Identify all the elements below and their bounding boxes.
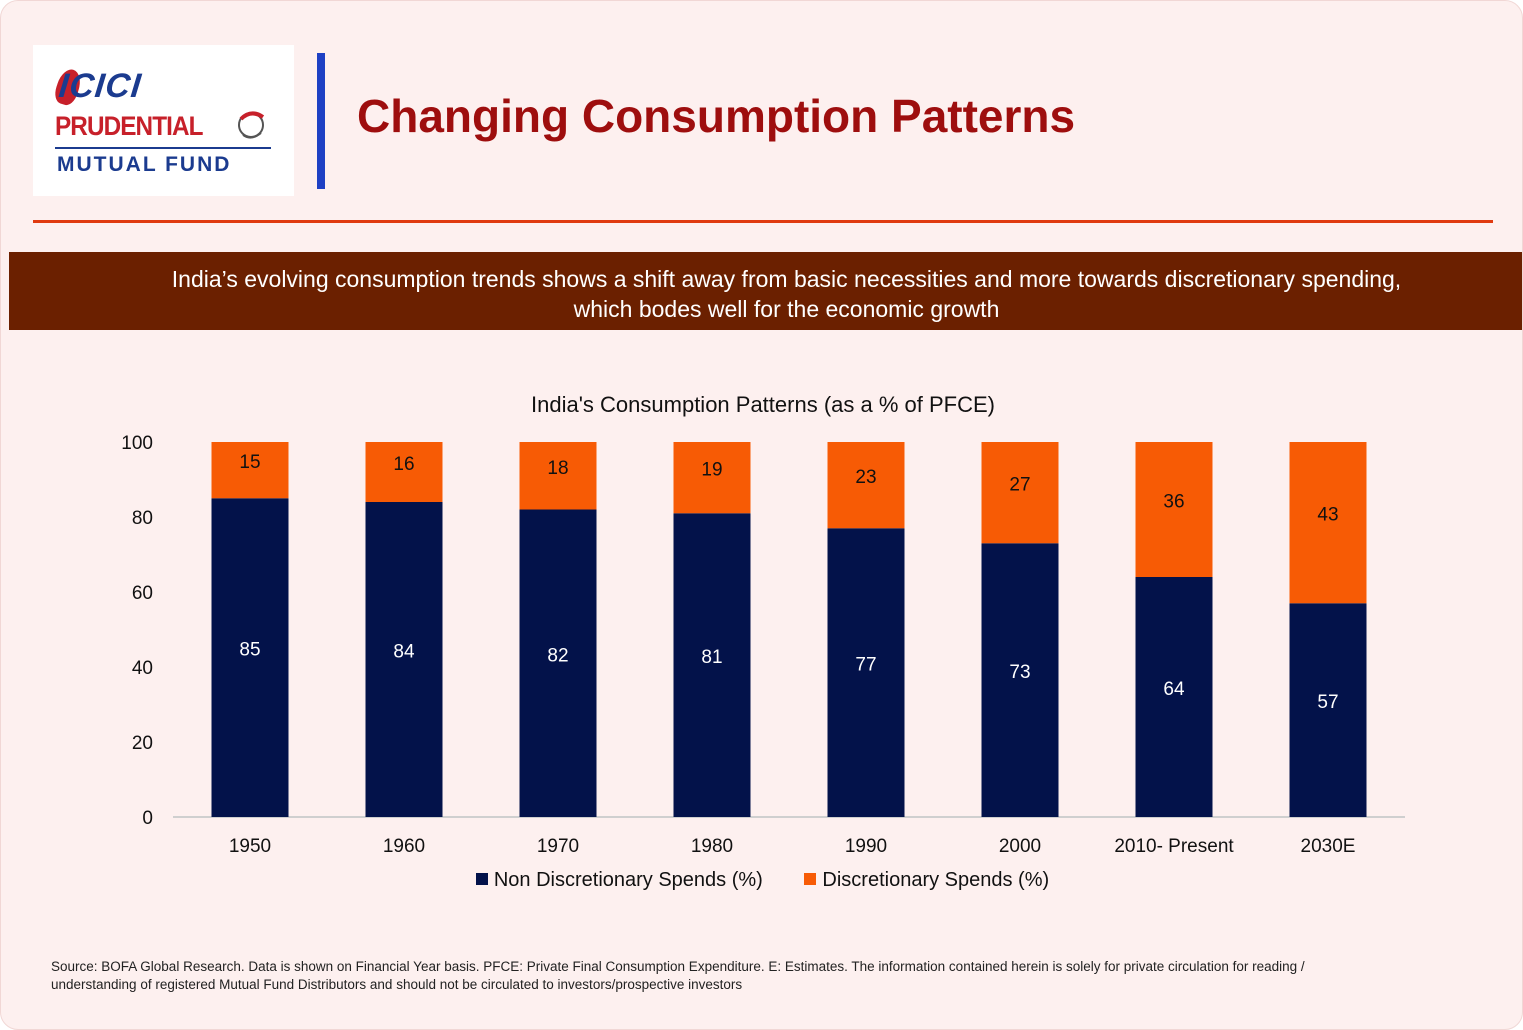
banner-line-2: which bodes well for the economic growth xyxy=(573,296,1000,322)
data-label-non-discretionary: 64 xyxy=(1163,679,1185,700)
consumption-chart: India's Consumption Patterns (as a % of … xyxy=(121,392,1405,857)
bar-discretionary xyxy=(1289,442,1367,604)
data-label-discretionary: 23 xyxy=(855,467,876,488)
source-footnote: Source: BOFA Global Research. Data is sh… xyxy=(51,958,1471,994)
bar-discretionary xyxy=(365,442,443,502)
bar-non-discretionary xyxy=(211,498,289,817)
x-tick-label: 2030E xyxy=(1301,836,1356,857)
logo-prudential-text: PRUDENTIAL xyxy=(55,111,203,141)
data-label-non-discretionary: 82 xyxy=(547,645,568,666)
y-tick-label: 100 xyxy=(121,433,153,454)
x-tick-label: 1990 xyxy=(845,836,887,857)
data-label-discretionary: 16 xyxy=(393,454,414,475)
data-label-discretionary: 27 xyxy=(1009,475,1030,496)
x-tick-label: 2000 xyxy=(999,836,1041,857)
header-divider xyxy=(33,220,1493,223)
legend-swatch-non-discretionary xyxy=(475,873,488,885)
legend-label-discretionary: Discretionary Spends (%) xyxy=(822,869,1050,891)
bar-non-discretionary xyxy=(1289,603,1367,817)
data-label-non-discretionary: 77 xyxy=(855,655,876,676)
data-label-non-discretionary: 81 xyxy=(701,647,722,668)
bar-non-discretionary xyxy=(981,543,1059,817)
brand-logo: ICICI PRUDENTIAL MUTUAL FUND xyxy=(33,45,294,196)
bar-non-discretionary xyxy=(1135,577,1213,817)
x-tick-label: 1960 xyxy=(383,836,425,857)
bar-discretionary xyxy=(827,442,905,529)
footnote-line-1: Source: BOFA Global Research. Data is sh… xyxy=(51,959,1305,974)
y-tick-label: 20 xyxy=(132,733,153,754)
data-label-non-discretionary: 84 xyxy=(393,642,415,663)
chart-legend: Non Discretionary Spends (%) Discretiona… xyxy=(1,869,1522,892)
bar-non-discretionary xyxy=(365,502,443,817)
data-label-non-discretionary: 73 xyxy=(1009,662,1030,683)
legend-item-discretionary: Discretionary Spends (%) xyxy=(804,869,1049,892)
title-accent-bar xyxy=(317,53,325,189)
legend-label-non-discretionary: Non Discretionary Spends (%) xyxy=(493,869,763,891)
bar-non-discretionary xyxy=(673,513,751,817)
data-label-non-discretionary: 85 xyxy=(239,640,260,661)
summary-banner: India’s evolving consumption trends show… xyxy=(9,252,1522,330)
bar-discretionary xyxy=(673,442,751,514)
x-tick-label: 2010- Present xyxy=(1114,836,1234,857)
bar-non-discretionary xyxy=(827,528,905,817)
data-label-discretionary: 36 xyxy=(1163,492,1184,513)
logo-divider xyxy=(55,147,271,149)
data-label-discretionary: 15 xyxy=(239,452,260,473)
page-title: Changing Consumption Patterns xyxy=(357,90,1076,142)
logo-mutual-fund-text: MUTUAL FUND xyxy=(57,153,232,176)
chart-title: India's Consumption Patterns (as a % of … xyxy=(531,392,995,417)
bar-discretionary xyxy=(1135,442,1213,577)
bar-discretionary xyxy=(519,442,597,510)
y-tick-label: 60 xyxy=(132,583,153,604)
y-tick-label: 80 xyxy=(132,508,153,529)
data-label-discretionary: 43 xyxy=(1317,505,1338,526)
x-tick-label: 1970 xyxy=(537,836,579,857)
x-tick-label: 1950 xyxy=(229,836,271,857)
data-label-non-discretionary: 57 xyxy=(1317,692,1338,713)
legend-swatch-discretionary xyxy=(804,873,817,885)
bar-discretionary xyxy=(981,442,1059,544)
legend-item-non-discretionary: Non Discretionary Spends (%) xyxy=(475,869,763,892)
logo-icici-text: ICICI xyxy=(57,67,144,105)
data-label-discretionary: 18 xyxy=(547,458,568,479)
prudential-head-icon xyxy=(238,111,265,139)
bar-non-discretionary xyxy=(519,509,597,817)
banner-line-1: India’s evolving consumption trends show… xyxy=(171,266,1402,292)
x-tick-label: 1980 xyxy=(691,836,733,857)
bar-discretionary xyxy=(211,442,289,499)
y-tick-label: 40 xyxy=(132,658,153,679)
footnote-line-2: understanding of registered Mutual Fund … xyxy=(51,977,743,992)
y-tick-label: 0 xyxy=(142,808,153,829)
data-label-discretionary: 19 xyxy=(701,460,722,481)
